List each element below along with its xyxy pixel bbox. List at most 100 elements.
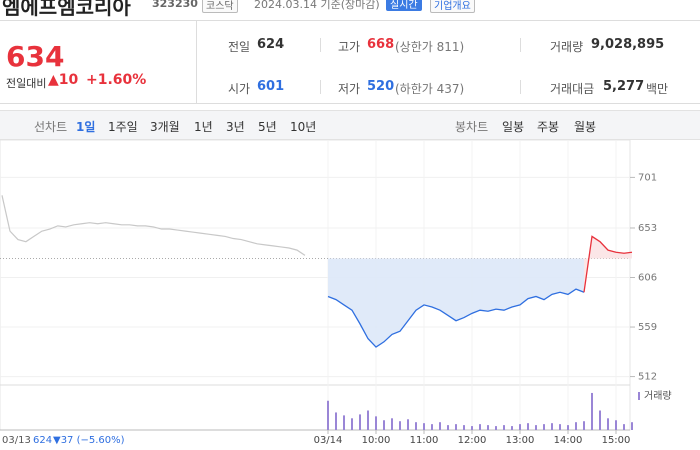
below-base-area: [328, 258, 584, 348]
volume-bar: [527, 423, 529, 430]
prev-day-line: [1, 195, 306, 256]
volume-bar: [391, 418, 393, 430]
volume-bar: [447, 425, 449, 430]
quote-box: [0, 20, 197, 104]
volume-bar: [399, 421, 401, 430]
x-tick-label: 14:00: [554, 435, 583, 446]
stock-code: 323230: [152, 0, 198, 10]
period-tab[interactable]: 1주일: [108, 120, 138, 134]
y-tick-label: 559: [638, 322, 657, 333]
stat-value: 601: [257, 79, 285, 94]
volume-bar: [519, 424, 521, 430]
stat-value: 9,028,895: [591, 37, 665, 52]
volume-bar: [423, 423, 425, 430]
volume-legend-swatch: [638, 392, 640, 400]
x-tick-label: 10:00: [362, 435, 391, 446]
prev-close: 624: [33, 435, 52, 446]
stat-label: 고가: [338, 40, 361, 54]
stat-label: 시가: [228, 82, 251, 96]
volume-bar: [551, 423, 553, 430]
volume-bar: [543, 424, 545, 430]
date-note: 2024.03.14 기준(장마감): [254, 0, 380, 11]
volume-bar: [415, 422, 417, 430]
x-tick-label: 12:00: [458, 435, 487, 446]
stat-label: 저가: [338, 82, 361, 96]
y-tick-label: 701: [638, 172, 657, 183]
period-tab[interactable]: 10년: [290, 120, 317, 134]
period-tab[interactable]: 3개월: [150, 120, 180, 134]
stat-value: 624: [257, 37, 285, 52]
y-tick-label: 653: [638, 223, 657, 234]
price-chart: 701 653 606 559 512 03/14 10:00 11:00 12:00 13:00…: [0, 140, 672, 446]
stat-note: (하한가 437): [395, 82, 465, 96]
volume-bar: [479, 424, 481, 430]
period-tab[interactable]: 1일: [76, 120, 96, 134]
prev-change: ▼37 (−5.60%): [53, 435, 125, 446]
price-line: [583, 235, 633, 293]
volume-bar: [431, 424, 433, 430]
stat-label: 거래대금: [550, 82, 595, 96]
volume-bar: [567, 425, 569, 430]
volume-bar: [463, 425, 465, 430]
period-tab[interactable]: 5년: [258, 120, 277, 134]
candle-tab[interactable]: 주봉: [537, 120, 560, 134]
volume-bar: [439, 422, 441, 430]
separator: [520, 80, 521, 94]
stat-unit: 백만: [646, 82, 669, 96]
volume-bar: [327, 400, 329, 430]
volume-bar: [367, 410, 369, 430]
stat-label: 거래량: [550, 40, 584, 54]
company-button[interactable]: 기업개요: [430, 0, 475, 13]
stats-box: [197, 20, 700, 104]
prev-date: 03/13: [2, 435, 31, 446]
realtime-button[interactable]: 실시간: [386, 0, 422, 11]
volume-bar: [471, 426, 473, 430]
separator: [320, 38, 321, 52]
candle-tab[interactable]: 월봉: [574, 120, 597, 134]
volume-bar: [375, 416, 377, 430]
x-tick-label: 11:00: [410, 435, 439, 446]
volume-bar: [559, 424, 561, 430]
x-tick-label: 13:00: [506, 435, 535, 446]
volume-bar: [511, 426, 513, 430]
candle-tab[interactable]: 일봉: [502, 120, 525, 134]
stat-value: 668: [367, 37, 395, 52]
volume-bar: [575, 422, 577, 430]
volume-bar: [335, 412, 337, 430]
separator: [520, 38, 521, 52]
volume-bar: [535, 425, 537, 430]
volume-bar: [383, 420, 385, 430]
stat-value: 5,277: [603, 79, 645, 94]
volume-bar: [607, 418, 609, 430]
x-tick-label: 15:00: [602, 435, 631, 446]
stock-name: 엠에프엠코리아: [2, 0, 131, 19]
stat-note: (상한가 811): [395, 40, 465, 54]
current-price: 634: [6, 40, 65, 73]
period-tab[interactable]: 1년: [194, 120, 213, 134]
change-label: 전일대비: [6, 77, 47, 90]
volume-bar: [407, 419, 409, 430]
separator: [320, 80, 321, 94]
tab-group-label: 봉차트: [455, 120, 489, 134]
tab-group-label: 선차트: [34, 120, 68, 134]
volume-bar: [591, 392, 593, 430]
volume-bar: [495, 426, 497, 430]
change: ▲10: [48, 72, 79, 88]
stat-label: 전일: [228, 40, 251, 54]
volume-bar: [343, 415, 345, 430]
y-tick-label: 606: [638, 273, 657, 284]
period-tab[interactable]: 3년: [226, 120, 245, 134]
volume-bar: [351, 418, 353, 430]
change-pct: +1.60%: [86, 72, 147, 88]
volume-bar: [631, 422, 633, 430]
volume-bar: [623, 424, 625, 430]
volume-bar: [455, 424, 457, 430]
market-badge: 코스닥: [202, 0, 238, 13]
x-tick-label: 03/14: [314, 435, 343, 446]
volume-bar: [583, 421, 585, 430]
volume-bar: [503, 425, 505, 430]
volume-bar: [487, 425, 489, 430]
volume-legend: 거래량: [644, 390, 672, 402]
stat-value: 520: [367, 79, 395, 94]
